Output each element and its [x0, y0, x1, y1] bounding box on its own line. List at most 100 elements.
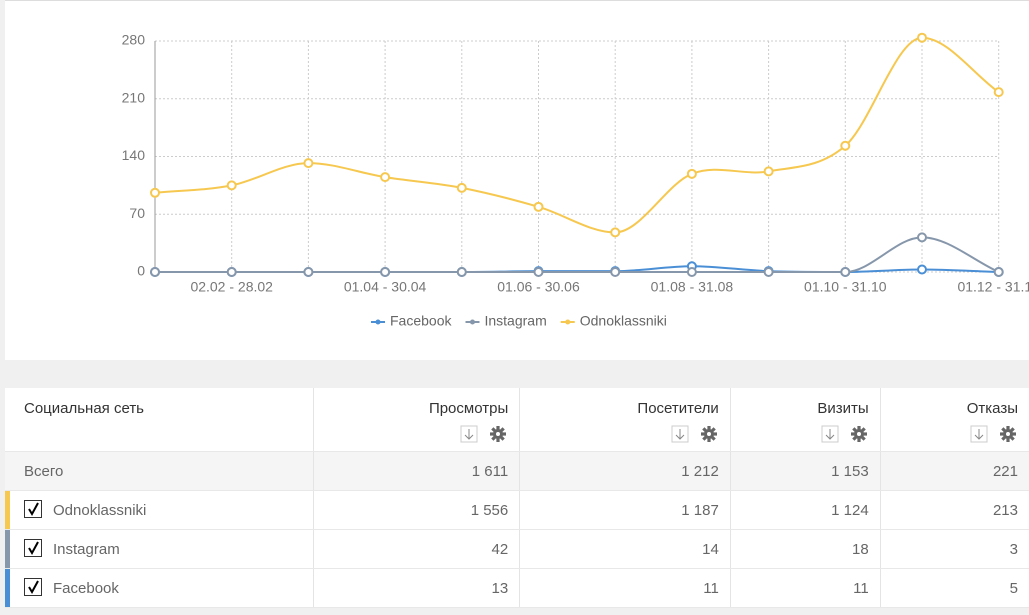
row-checkbox[interactable] [24, 500, 42, 518]
value-cell: 1 187 [519, 490, 731, 530]
row-color-bar [5, 491, 10, 529]
value-cell: 1 611 [313, 451, 521, 491]
column-icons[interactable] [970, 425, 1018, 443]
column-icons[interactable] [821, 425, 869, 443]
value-cell: 42 [313, 529, 521, 569]
row-color-bar [5, 569, 10, 607]
table-row: Facebook 13 11 11 5 [5, 568, 1029, 608]
value-cell: 5 [880, 568, 1029, 608]
row-name-cell: Odnoklassniki [5, 490, 314, 530]
x-tick-label: 01.10 - 31.10 [804, 279, 887, 295]
data-point [917, 232, 927, 243]
header-label: Просмотры [428, 400, 509, 417]
legend-label: Instagram [484, 313, 546, 329]
data-point [917, 264, 927, 275]
header-label: Посетители [637, 400, 719, 417]
row-color-bar [5, 530, 10, 568]
row-name-cell: Всего [5, 451, 314, 491]
data-point [533, 201, 544, 212]
value-cell: 1 212 [519, 451, 731, 491]
header-cell: Отказы [880, 388, 1029, 452]
x-tick-label: 01.08 - 31.08 [651, 279, 734, 295]
data-point [150, 267, 160, 277]
column-controls [742, 425, 869, 447]
row-name: Всего [24, 462, 64, 480]
table-row: Всего 1 611 1 212 1 153 221 [5, 451, 1029, 491]
header-label: Отказы [966, 400, 1018, 417]
column-icons[interactable] [671, 425, 719, 443]
y-tick-label: 140 [122, 147, 146, 163]
legend-item: Odnoklassniki [560, 313, 667, 329]
value-cell: 1 556 [313, 490, 521, 530]
value-cell: 18 [730, 529, 881, 569]
x-tick-label: 02.02 - 28.02 [190, 279, 273, 295]
data-point [840, 267, 851, 277]
header-cell: Социальная сеть [5, 388, 314, 452]
column-controls [892, 425, 1018, 447]
data-point [917, 32, 927, 43]
value-cell: 1 124 [730, 490, 881, 530]
y-tick-label: 0 [137, 263, 145, 279]
header-cell: Посетители [519, 388, 731, 452]
y-tick-label: 70 [129, 205, 145, 221]
column-icons[interactable] [460, 425, 508, 443]
value-cell: 11 [730, 568, 881, 608]
table-row: Instagram 42 14 18 3 [5, 529, 1029, 569]
legend-label: Facebook [390, 313, 452, 329]
check-mark [28, 502, 39, 517]
data-point [380, 267, 391, 277]
data-point [610, 267, 621, 277]
data-point [686, 267, 697, 277]
column-controls [325, 425, 508, 447]
value-cell: 11 [519, 568, 731, 608]
data-point [993, 267, 1004, 277]
legend-item: Facebook [371, 313, 452, 329]
data-point [226, 180, 237, 191]
data-point [150, 187, 160, 198]
value-cell: 3 [880, 529, 1029, 569]
data-point [533, 267, 544, 277]
series-line [154, 36, 1000, 234]
row-checkbox[interactable] [24, 539, 42, 557]
row-name: Odnoklassniki [53, 501, 147, 519]
row-name: Facebook [53, 579, 119, 597]
data-point [610, 227, 621, 238]
data-point [226, 267, 237, 277]
row-name: Instagram [53, 540, 120, 558]
value-cell: 221 [880, 451, 1029, 491]
chart: 0 70 140 210 280 02.02 - 28.02 01.04 - 30.04 01… [122, 32, 1029, 329]
x-tick-label: 01.12 - 31.12 [957, 279, 1029, 295]
y-tick-label: 280 [122, 32, 146, 48]
data-point [303, 158, 314, 169]
header-label: Социальная сеть [24, 400, 144, 417]
value-cell: 1 153 [730, 451, 881, 491]
legend-label: Odnoklassniki [580, 313, 667, 329]
check-mark [28, 541, 39, 556]
series-line [154, 236, 1000, 274]
table-row: Odnoklassniki 1 556 1 187 1 124 213 [5, 490, 1029, 530]
x-tick-label: 01.04 - 30.04 [344, 279, 427, 295]
legend-item: Instagram [465, 313, 547, 329]
column-controls [531, 425, 719, 447]
chart-panel: 0 70 140 210 280 02.02 - 28.02 01.04 - 30.04 01… [5, 0, 1029, 360]
value-cell: 14 [519, 529, 731, 569]
data-point [993, 87, 1004, 98]
data-point [456, 182, 467, 193]
data-point [763, 166, 774, 177]
data-point [456, 267, 467, 277]
data-point [380, 172, 391, 183]
row-checkbox[interactable] [24, 578, 42, 596]
row-name-cell: Facebook [5, 568, 314, 608]
data-point [763, 267, 774, 277]
legend-dot [565, 319, 571, 325]
legend-dot [469, 319, 475, 325]
y-tick-label: 210 [122, 89, 146, 105]
row-name-cell: Instagram [5, 529, 314, 569]
header-cell: Визиты [730, 388, 881, 452]
header-label: Визиты [817, 400, 869, 417]
data-point [686, 168, 697, 179]
value-cell: 213 [880, 490, 1029, 530]
header-row: Социальная сеть Просмотры Посетители Визиты… [5, 388, 1029, 452]
data-point [840, 140, 851, 151]
